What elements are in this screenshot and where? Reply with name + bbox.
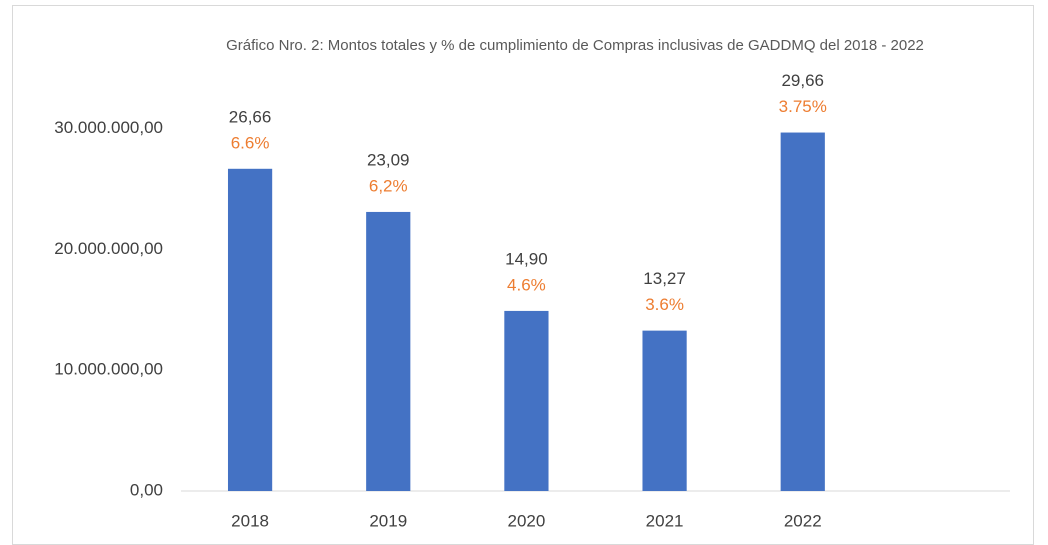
bar <box>366 211 411 491</box>
chart-title: Gráfico Nro. 2: Montos totales y % de cu… <box>226 37 924 54</box>
y-tick-label: 0,00 <box>130 480 163 499</box>
bar <box>227 168 273 491</box>
bar <box>504 310 549 491</box>
percent-label: 6,2% <box>369 176 408 195</box>
x-tick-label: 2020 <box>508 511 546 530</box>
bar <box>780 132 825 491</box>
percent-label: 3.6% <box>645 295 684 314</box>
x-tick-label: 2019 <box>369 511 407 530</box>
value-label: 13,27 <box>643 269 686 288</box>
x-tick-label: 2022 <box>784 511 822 530</box>
percent-label: 6.6% <box>231 133 270 152</box>
x-tick-label: 2018 <box>231 511 269 530</box>
bar <box>642 330 687 491</box>
value-label: 14,90 <box>505 249 548 268</box>
value-label: 26,66 <box>229 107 272 126</box>
y-tick-label: 30.000.000,00 <box>54 118 163 137</box>
percent-label: 3.75% <box>779 97 827 116</box>
x-tick-label: 2021 <box>646 511 684 530</box>
value-label: 23,09 <box>367 150 410 169</box>
y-tick-label: 20.000.000,00 <box>54 239 163 258</box>
y-tick-label: 10.000.000,00 <box>54 360 163 379</box>
percent-label: 4.6% <box>507 275 546 294</box>
value-label: 29,66 <box>781 71 824 90</box>
